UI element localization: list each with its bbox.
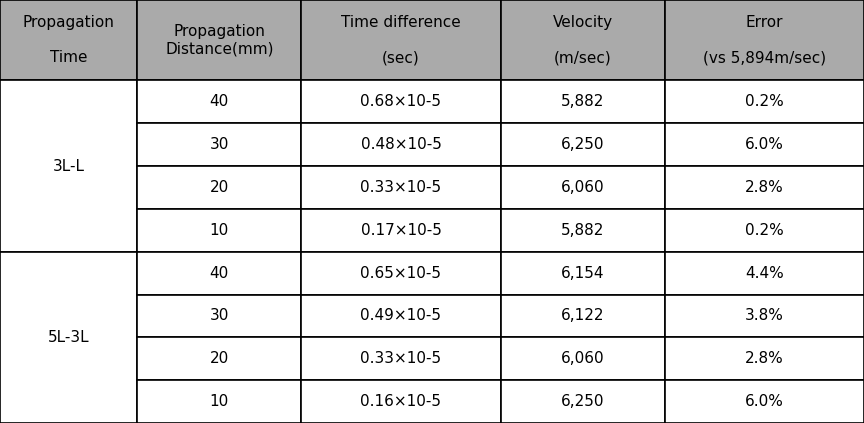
Text: 6,060: 6,060 <box>561 351 605 366</box>
Bar <box>664 380 864 423</box>
Text: 0.49×10-5: 0.49×10-5 <box>360 308 442 324</box>
Bar <box>500 380 664 423</box>
Bar <box>664 0 864 80</box>
Text: Velocity

(m/sec): Velocity (m/sec) <box>553 15 613 65</box>
Text: 3.8%: 3.8% <box>745 308 784 324</box>
Text: 10: 10 <box>210 394 229 409</box>
Text: 6,122: 6,122 <box>561 308 605 324</box>
Text: 0.68×10-5: 0.68×10-5 <box>360 94 442 109</box>
Bar <box>302 294 500 338</box>
Text: 0.33×10-5: 0.33×10-5 <box>360 351 442 366</box>
Bar <box>664 294 864 338</box>
Bar <box>500 338 664 380</box>
Bar <box>302 209 500 252</box>
Text: 20: 20 <box>210 351 229 366</box>
Bar <box>137 294 302 338</box>
Bar <box>500 294 664 338</box>
Text: 40: 40 <box>210 94 229 109</box>
Text: 0.17×10-5: 0.17×10-5 <box>360 223 442 238</box>
Text: 20: 20 <box>210 180 229 195</box>
Text: 6,060: 6,060 <box>561 180 605 195</box>
Text: 5L-3L: 5L-3L <box>48 330 90 345</box>
Text: 6.0%: 6.0% <box>745 137 784 152</box>
Text: 40: 40 <box>210 266 229 280</box>
Text: 4.4%: 4.4% <box>745 266 784 280</box>
Text: 6,250: 6,250 <box>561 137 605 152</box>
Bar <box>137 380 302 423</box>
Text: Propagation

Time: Propagation Time <box>22 15 115 65</box>
Text: 30: 30 <box>210 308 229 324</box>
Bar <box>500 123 664 166</box>
Text: 0.2%: 0.2% <box>745 223 784 238</box>
Text: 0.65×10-5: 0.65×10-5 <box>360 266 442 280</box>
Bar <box>664 252 864 294</box>
Bar <box>0 80 137 252</box>
Bar <box>137 80 302 123</box>
Bar <box>137 0 302 80</box>
Text: 2.8%: 2.8% <box>745 180 784 195</box>
Bar <box>664 338 864 380</box>
Bar <box>302 123 500 166</box>
Text: 5,882: 5,882 <box>561 94 604 109</box>
Bar <box>664 80 864 123</box>
Text: 10: 10 <box>210 223 229 238</box>
Bar <box>302 166 500 209</box>
Bar <box>500 80 664 123</box>
Text: 2.8%: 2.8% <box>745 351 784 366</box>
Text: 5,882: 5,882 <box>561 223 604 238</box>
Bar <box>0 252 137 423</box>
Bar <box>137 166 302 209</box>
Text: 0.33×10-5: 0.33×10-5 <box>360 180 442 195</box>
Text: Propagation
Distance(mm): Propagation Distance(mm) <box>165 24 274 56</box>
Bar <box>0 0 137 80</box>
Bar <box>302 252 500 294</box>
Text: Error

(vs 5,894m/sec): Error (vs 5,894m/sec) <box>702 15 826 65</box>
Bar <box>664 123 864 166</box>
Bar <box>664 209 864 252</box>
Bar <box>302 338 500 380</box>
Text: 6.0%: 6.0% <box>745 394 784 409</box>
Bar <box>137 338 302 380</box>
Bar <box>302 0 500 80</box>
Text: 3L-L: 3L-L <box>53 159 85 173</box>
Bar <box>302 80 500 123</box>
Text: 6,250: 6,250 <box>561 394 605 409</box>
Bar <box>137 252 302 294</box>
Bar <box>500 209 664 252</box>
Text: 0.48×10-5: 0.48×10-5 <box>360 137 442 152</box>
Text: 0.16×10-5: 0.16×10-5 <box>360 394 442 409</box>
Bar <box>664 166 864 209</box>
Bar <box>302 380 500 423</box>
Text: 0.2%: 0.2% <box>745 94 784 109</box>
Text: Time difference

(sec): Time difference (sec) <box>341 15 461 65</box>
Text: 30: 30 <box>210 137 229 152</box>
Bar <box>137 123 302 166</box>
Bar <box>500 166 664 209</box>
Bar <box>500 0 664 80</box>
Bar <box>137 209 302 252</box>
Bar <box>500 252 664 294</box>
Text: 6,154: 6,154 <box>561 266 605 280</box>
